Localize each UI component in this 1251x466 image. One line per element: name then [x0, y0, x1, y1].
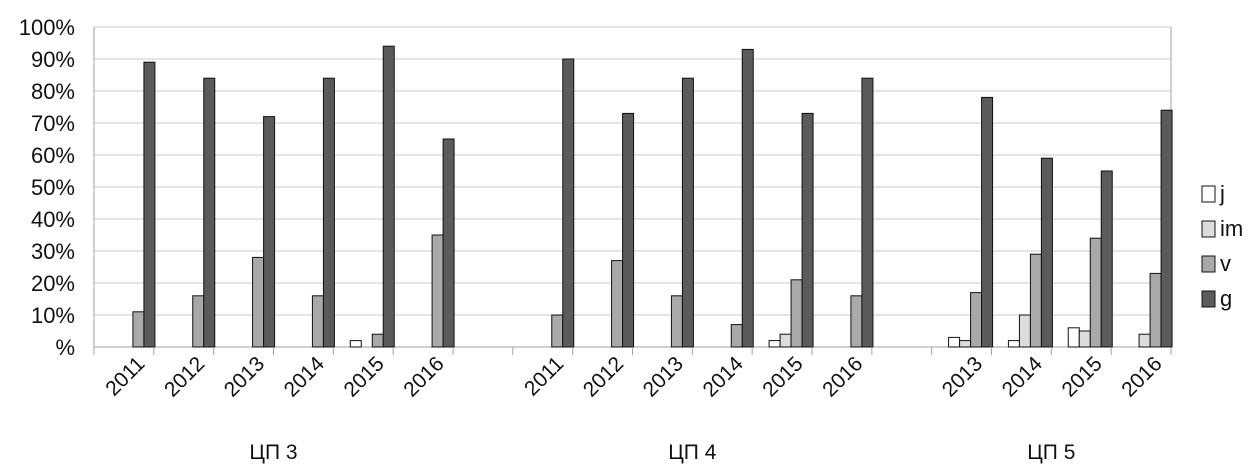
legend-label: j — [1219, 181, 1225, 206]
legend-label: g — [1220, 286, 1232, 311]
x-axis: 2011 2012 2013 2014 2015 2016 2011 2012 2013 2014… — [93, 347, 1172, 464]
bar-g — [681, 77, 694, 348]
bar-im — [779, 333, 792, 348]
x-tick-label: 2016 — [818, 352, 867, 401]
legend-swatch — [1201, 255, 1216, 273]
group-label: ЦП 4 — [668, 441, 716, 464]
bar-g — [741, 48, 754, 348]
bar-j — [1007, 340, 1020, 348]
group-label: ЦП 5 — [1027, 441, 1075, 464]
bar-g — [203, 77, 216, 348]
y-tick-label: 20% — [31, 271, 75, 296]
legend-swatch — [1201, 290, 1216, 308]
bar-v — [730, 324, 743, 348]
x-tick-label: 2013 — [220, 352, 269, 401]
bar-g — [801, 112, 814, 348]
y-tick-label: % — [55, 335, 75, 360]
bar-g — [981, 96, 994, 348]
bar-g — [622, 112, 635, 348]
y-tick-label: 100% — [19, 15, 75, 40]
y-tick-label: 90% — [31, 47, 75, 72]
y-tick-label: 60% — [31, 143, 75, 168]
bar-v — [371, 333, 384, 348]
x-tick-label: 2015 — [1057, 352, 1106, 401]
legend-label: im — [1220, 216, 1243, 241]
bar-g — [322, 77, 335, 348]
bar-v — [192, 295, 205, 348]
bar-im — [1018, 314, 1031, 348]
bar-j — [1067, 327, 1080, 348]
bar-j — [349, 340, 362, 348]
bar-v — [252, 256, 265, 348]
bar-v — [551, 314, 564, 348]
legend-label: v — [1220, 251, 1231, 276]
x-tick-label: 2011 — [520, 352, 568, 400]
bar-v — [132, 311, 145, 348]
x-tick-label: 2014 — [998, 352, 1048, 402]
x-tick-label: 2013 — [639, 352, 688, 401]
bars — [132, 45, 1173, 348]
bar-g — [382, 45, 395, 348]
bar-v — [611, 260, 624, 348]
group-label: ЦП 3 — [249, 441, 297, 464]
x-tick-label: 2016 — [1117, 352, 1166, 401]
bar-v — [1149, 272, 1162, 348]
bar-g — [861, 77, 874, 348]
bar-j — [948, 336, 961, 348]
legend: j im vg — [1201, 181, 1243, 311]
bar-v — [850, 295, 863, 348]
bar-g — [263, 116, 276, 348]
bar-g — [442, 138, 455, 348]
bar-g — [1040, 157, 1053, 348]
bar-g — [1100, 170, 1113, 348]
legend-swatch — [1201, 220, 1216, 238]
bar-v — [790, 279, 803, 348]
bar-v — [431, 234, 444, 348]
x-tick-label: 2013 — [938, 352, 987, 401]
bar-im — [1138, 333, 1151, 348]
y-tick-label: 80% — [31, 79, 75, 104]
y-tick-label: 50% — [31, 175, 75, 200]
bar-v — [670, 295, 683, 348]
x-tick-label: 2015 — [758, 352, 807, 401]
x-tick-label: 2012 — [160, 352, 209, 401]
x-tick-label: 2014 — [698, 352, 748, 402]
y-tick-label: 10% — [31, 303, 75, 328]
y-tick-label: 30% — [31, 239, 75, 264]
bar-im — [1078, 330, 1091, 348]
bar-g — [1160, 109, 1173, 348]
x-tick-label: 2014 — [280, 352, 330, 402]
legend-swatch — [1201, 185, 1216, 203]
bar-v — [311, 295, 324, 348]
bar-j — [768, 340, 781, 348]
bar-v — [970, 292, 983, 348]
bar-v — [1029, 253, 1042, 348]
y-axis: % 10% 20% 30% 40% 50% 60% 70% 80% 90% 100% — [19, 15, 75, 360]
x-tick-label: 2016 — [399, 352, 448, 401]
bar-g — [562, 58, 575, 348]
y-tick-label: 40% — [31, 207, 75, 232]
y-tick-label: 70% — [31, 111, 75, 136]
x-tick-label: 2015 — [339, 352, 388, 401]
bar-im — [959, 340, 972, 348]
bar-g — [143, 61, 156, 348]
x-tick-label: 2011 — [101, 352, 149, 400]
x-tick-label: 2012 — [579, 352, 628, 401]
bar-v — [1089, 237, 1102, 348]
